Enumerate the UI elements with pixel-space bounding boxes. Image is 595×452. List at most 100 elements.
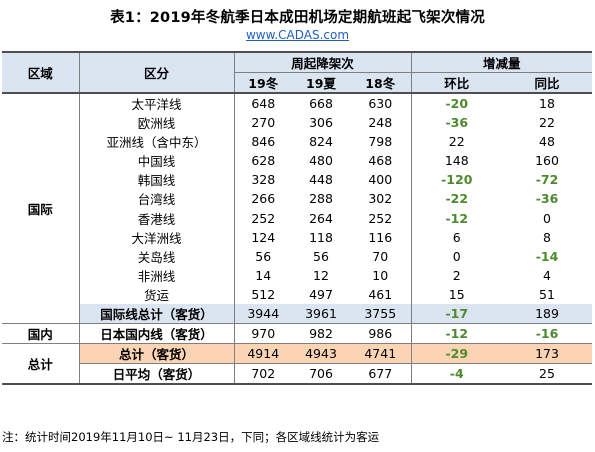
cell-w19: 270 bbox=[251, 115, 276, 131]
row-label: 非洲线 bbox=[79, 265, 235, 285]
cell-s19: 480 bbox=[309, 153, 333, 169]
table-row: 欧洲线 270 306 248 -36 22 bbox=[2, 113, 592, 133]
cell-w19: 648 bbox=[251, 96, 276, 111]
table-row: 货运 512 497 461 15 51 bbox=[2, 284, 592, 304]
cell-qoq: 22 bbox=[448, 134, 465, 150]
cell-yoy: 51 bbox=[539, 286, 555, 302]
cell-yoy: 22 bbox=[539, 115, 555, 131]
cell-yoy: 189 bbox=[502, 303, 593, 324]
cell-s19: 264 bbox=[309, 210, 333, 226]
cell-yoy: 160 bbox=[535, 153, 559, 169]
region-intl: 国际 bbox=[2, 93, 80, 324]
cell-qoq: -36 bbox=[445, 115, 469, 131]
cell-w19: 702 bbox=[234, 363, 292, 385]
cell-qoq: -22 bbox=[445, 191, 469, 207]
cell-qoq: -4 bbox=[411, 363, 502, 385]
table-row: 关岛线 56 56 70 0 -14 bbox=[2, 246, 592, 266]
row-label: 日平均（客货） bbox=[79, 363, 235, 385]
table-row: 中国线 628 480 468 148 160 bbox=[2, 151, 592, 171]
cell-qoq: 15 bbox=[448, 286, 465, 302]
cell-w18: 248 bbox=[350, 113, 412, 133]
row-label: 香港线 bbox=[79, 208, 235, 228]
cell-w18: 630 bbox=[350, 93, 412, 113]
cell-w19: 14 bbox=[255, 267, 272, 283]
cell-s19: 497 bbox=[309, 286, 333, 302]
cell-yoy: 0 bbox=[543, 210, 551, 226]
table-row-intl-total: 国际线总计（客货） 3944 3961 3755 -17 189 bbox=[2, 303, 593, 324]
cell-yoy: -72 bbox=[535, 172, 559, 188]
cell-yoy: 4 bbox=[543, 267, 551, 283]
cell-yoy: 25 bbox=[502, 363, 593, 385]
cell-s19: 982 bbox=[292, 323, 350, 344]
table-row: 非洲线 14 12 10 2 4 bbox=[2, 265, 592, 285]
cell-w19: 970 bbox=[234, 323, 292, 344]
cell-qoq: 2 bbox=[452, 267, 461, 283]
cell-w19: 266 bbox=[251, 191, 276, 207]
cell-s19: 288 bbox=[309, 191, 333, 207]
cell-s19: 56 bbox=[313, 248, 329, 264]
cell-s19: 824 bbox=[309, 134, 333, 150]
cell-w18: 461 bbox=[350, 284, 412, 304]
cell-yoy: -16 bbox=[502, 323, 593, 344]
cell-w19: 56 bbox=[255, 248, 272, 264]
cell-qoq: -20 bbox=[445, 96, 469, 111]
row-label: 总计（客货） bbox=[79, 343, 235, 364]
header-region: 区域 bbox=[2, 52, 80, 93]
source-link[interactable]: www.CADAS.com bbox=[245, 28, 350, 42]
cell-qoq: 0 bbox=[452, 248, 461, 264]
region-total: 总计 bbox=[2, 343, 80, 385]
region-domestic: 国内 bbox=[2, 323, 80, 344]
cell-qoq: -17 bbox=[411, 303, 502, 324]
cell-w19: 4914 bbox=[234, 343, 292, 364]
row-label: 太平洋线 bbox=[79, 93, 235, 113]
header-qoq: 环比 bbox=[411, 72, 502, 93]
cell-w18: 10 bbox=[350, 265, 412, 285]
header-category: 区分 bbox=[79, 52, 235, 93]
table-row: 大洋洲线 124 118 116 6 8 bbox=[2, 227, 592, 247]
cell-yoy: 173 bbox=[502, 343, 593, 364]
cell-s19: 3961 bbox=[292, 303, 350, 324]
table-row-grand-total: 总计 总计（客货） 4914 4943 4741 -29 173 bbox=[2, 343, 593, 385]
cell-w19: 846 bbox=[251, 134, 276, 150]
cell-qoq: -12 bbox=[411, 323, 502, 344]
row-label: 中国线 bbox=[79, 151, 235, 171]
header-w18: 18冬 bbox=[350, 72, 412, 93]
row-label: 货运 bbox=[79, 284, 235, 304]
cell-w18: 468 bbox=[350, 151, 412, 171]
table-row: 香港线 252 264 252 -12 0 bbox=[2, 208, 592, 228]
cell-yoy: -14 bbox=[535, 248, 559, 264]
table-row: 亚洲线（含中东） 846 824 798 22 48 bbox=[2, 132, 592, 152]
flights-table: 区域 区分 周起降架次 增减量 19冬 19夏 18冬 环比 同比 国际 太平洋… bbox=[2, 51, 593, 385]
cell-w18: 116 bbox=[350, 227, 412, 247]
cell-s19: 12 bbox=[313, 267, 329, 283]
header-yoy: 同比 bbox=[502, 72, 593, 93]
cell-s19: 4943 bbox=[292, 343, 350, 364]
cell-w18: 302 bbox=[350, 189, 412, 209]
cell-w18: 70 bbox=[350, 246, 412, 266]
cell-s19: 118 bbox=[309, 229, 333, 245]
row-label: 大洋洲线 bbox=[79, 227, 235, 247]
cell-w19: 628 bbox=[251, 153, 276, 169]
cell-s19: 448 bbox=[309, 172, 333, 188]
cell-qoq: 148 bbox=[444, 153, 469, 169]
cell-w18: 4741 bbox=[350, 343, 412, 364]
cell-s19: 706 bbox=[292, 363, 350, 385]
row-label: 欧洲线 bbox=[79, 113, 235, 133]
cell-w18: 252 bbox=[350, 208, 412, 228]
table-title: 表1：2019年冬航季日本成田机场定期航班起飞架次情况 bbox=[110, 10, 485, 26]
cell-w19: 124 bbox=[251, 229, 276, 245]
row-label: 韩国线 bbox=[79, 170, 235, 190]
cell-w18: 677 bbox=[350, 363, 412, 385]
cell-yoy: 48 bbox=[539, 134, 555, 150]
cell-w19: 512 bbox=[251, 286, 276, 302]
row-label: 国际线总计（客货） bbox=[79, 303, 235, 324]
cell-w19: 252 bbox=[251, 210, 276, 226]
table-row: 国际 太平洋线 648 668 630 -20 18 bbox=[2, 93, 592, 324]
cell-s19: 668 bbox=[309, 96, 333, 111]
cell-yoy: 18 bbox=[539, 96, 555, 111]
table-row-daily-avg: 日平均（客货） 702 706 677 -4 25 bbox=[2, 363, 593, 385]
cell-w18: 3755 bbox=[350, 303, 412, 324]
table-row-domestic: 国内 日本国内线（客货） 970 982 986 -12 -16 bbox=[2, 323, 593, 344]
table-row: 台湾线 266 288 302 -22 -36 bbox=[2, 189, 592, 209]
table-row: 韩国线 328 448 400 -120 -72 bbox=[2, 170, 592, 190]
